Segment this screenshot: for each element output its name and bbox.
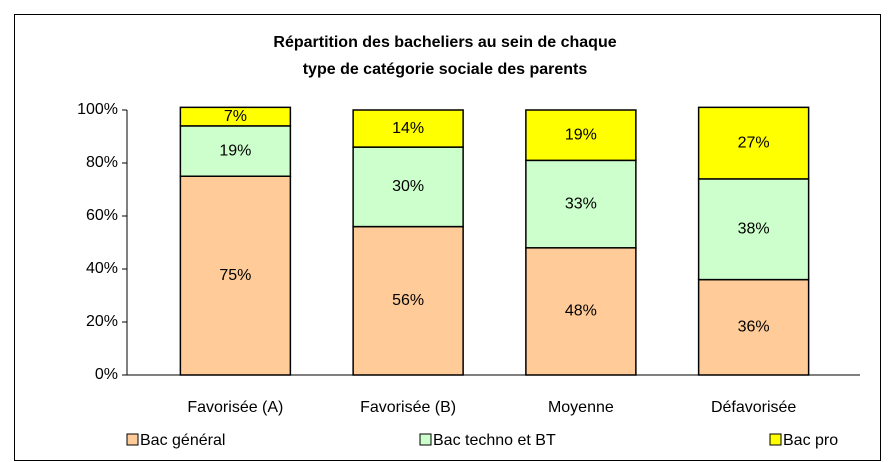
bar-segment — [179, 106, 292, 127]
x-tick-label: Défavorisée — [711, 399, 796, 416]
data-label: 19% — [219, 142, 251, 159]
bar-segment — [525, 109, 637, 162]
data-label: 14% — [392, 120, 424, 137]
x-tick-label: Favorisée (B) — [360, 399, 456, 416]
data-label: 7% — [224, 108, 247, 125]
bar-segment — [525, 159, 637, 249]
bar-segment — [352, 225, 464, 376]
data-label: 36% — [738, 319, 770, 336]
data-label: 33% — [565, 195, 597, 212]
x-tick-label: Favorisée (A) — [187, 399, 283, 416]
legend-swatch — [126, 433, 139, 446]
bar-segment — [179, 175, 292, 376]
data-label: 30% — [392, 178, 424, 195]
y-tick-label: 100% — [77, 101, 118, 118]
legend-label: Bac général — [140, 432, 225, 449]
bar-segment — [352, 109, 464, 148]
legend-label: Bac pro — [783, 432, 838, 449]
bar-segment — [697, 178, 810, 281]
chart-title: type de catégorie sociale des parents — [303, 61, 588, 78]
legend-swatch — [419, 433, 432, 446]
data-label: 38% — [738, 220, 770, 237]
data-label: 27% — [738, 134, 770, 151]
chart-title: Répartition des bacheliers au sein de ch… — [273, 34, 616, 51]
bar-segment — [697, 106, 810, 180]
x-tick-label: Moyenne — [548, 399, 614, 416]
legend-label: Bac techno et BT — [433, 432, 556, 449]
data-label: 19% — [565, 126, 597, 143]
bar-segment — [352, 146, 464, 228]
legend-swatch — [769, 433, 782, 446]
y-tick-label: 0% — [95, 366, 118, 383]
bar-segment — [697, 278, 810, 376]
y-tick-label: 40% — [86, 260, 118, 277]
data-label: 56% — [392, 292, 424, 309]
data-label: 48% — [565, 303, 597, 320]
y-tick-label: 20% — [86, 313, 118, 330]
bar-segment — [179, 125, 292, 177]
y-tick-label: 60% — [86, 207, 118, 224]
data-label: 75% — [219, 267, 251, 284]
y-tick-label: 80% — [86, 154, 118, 171]
